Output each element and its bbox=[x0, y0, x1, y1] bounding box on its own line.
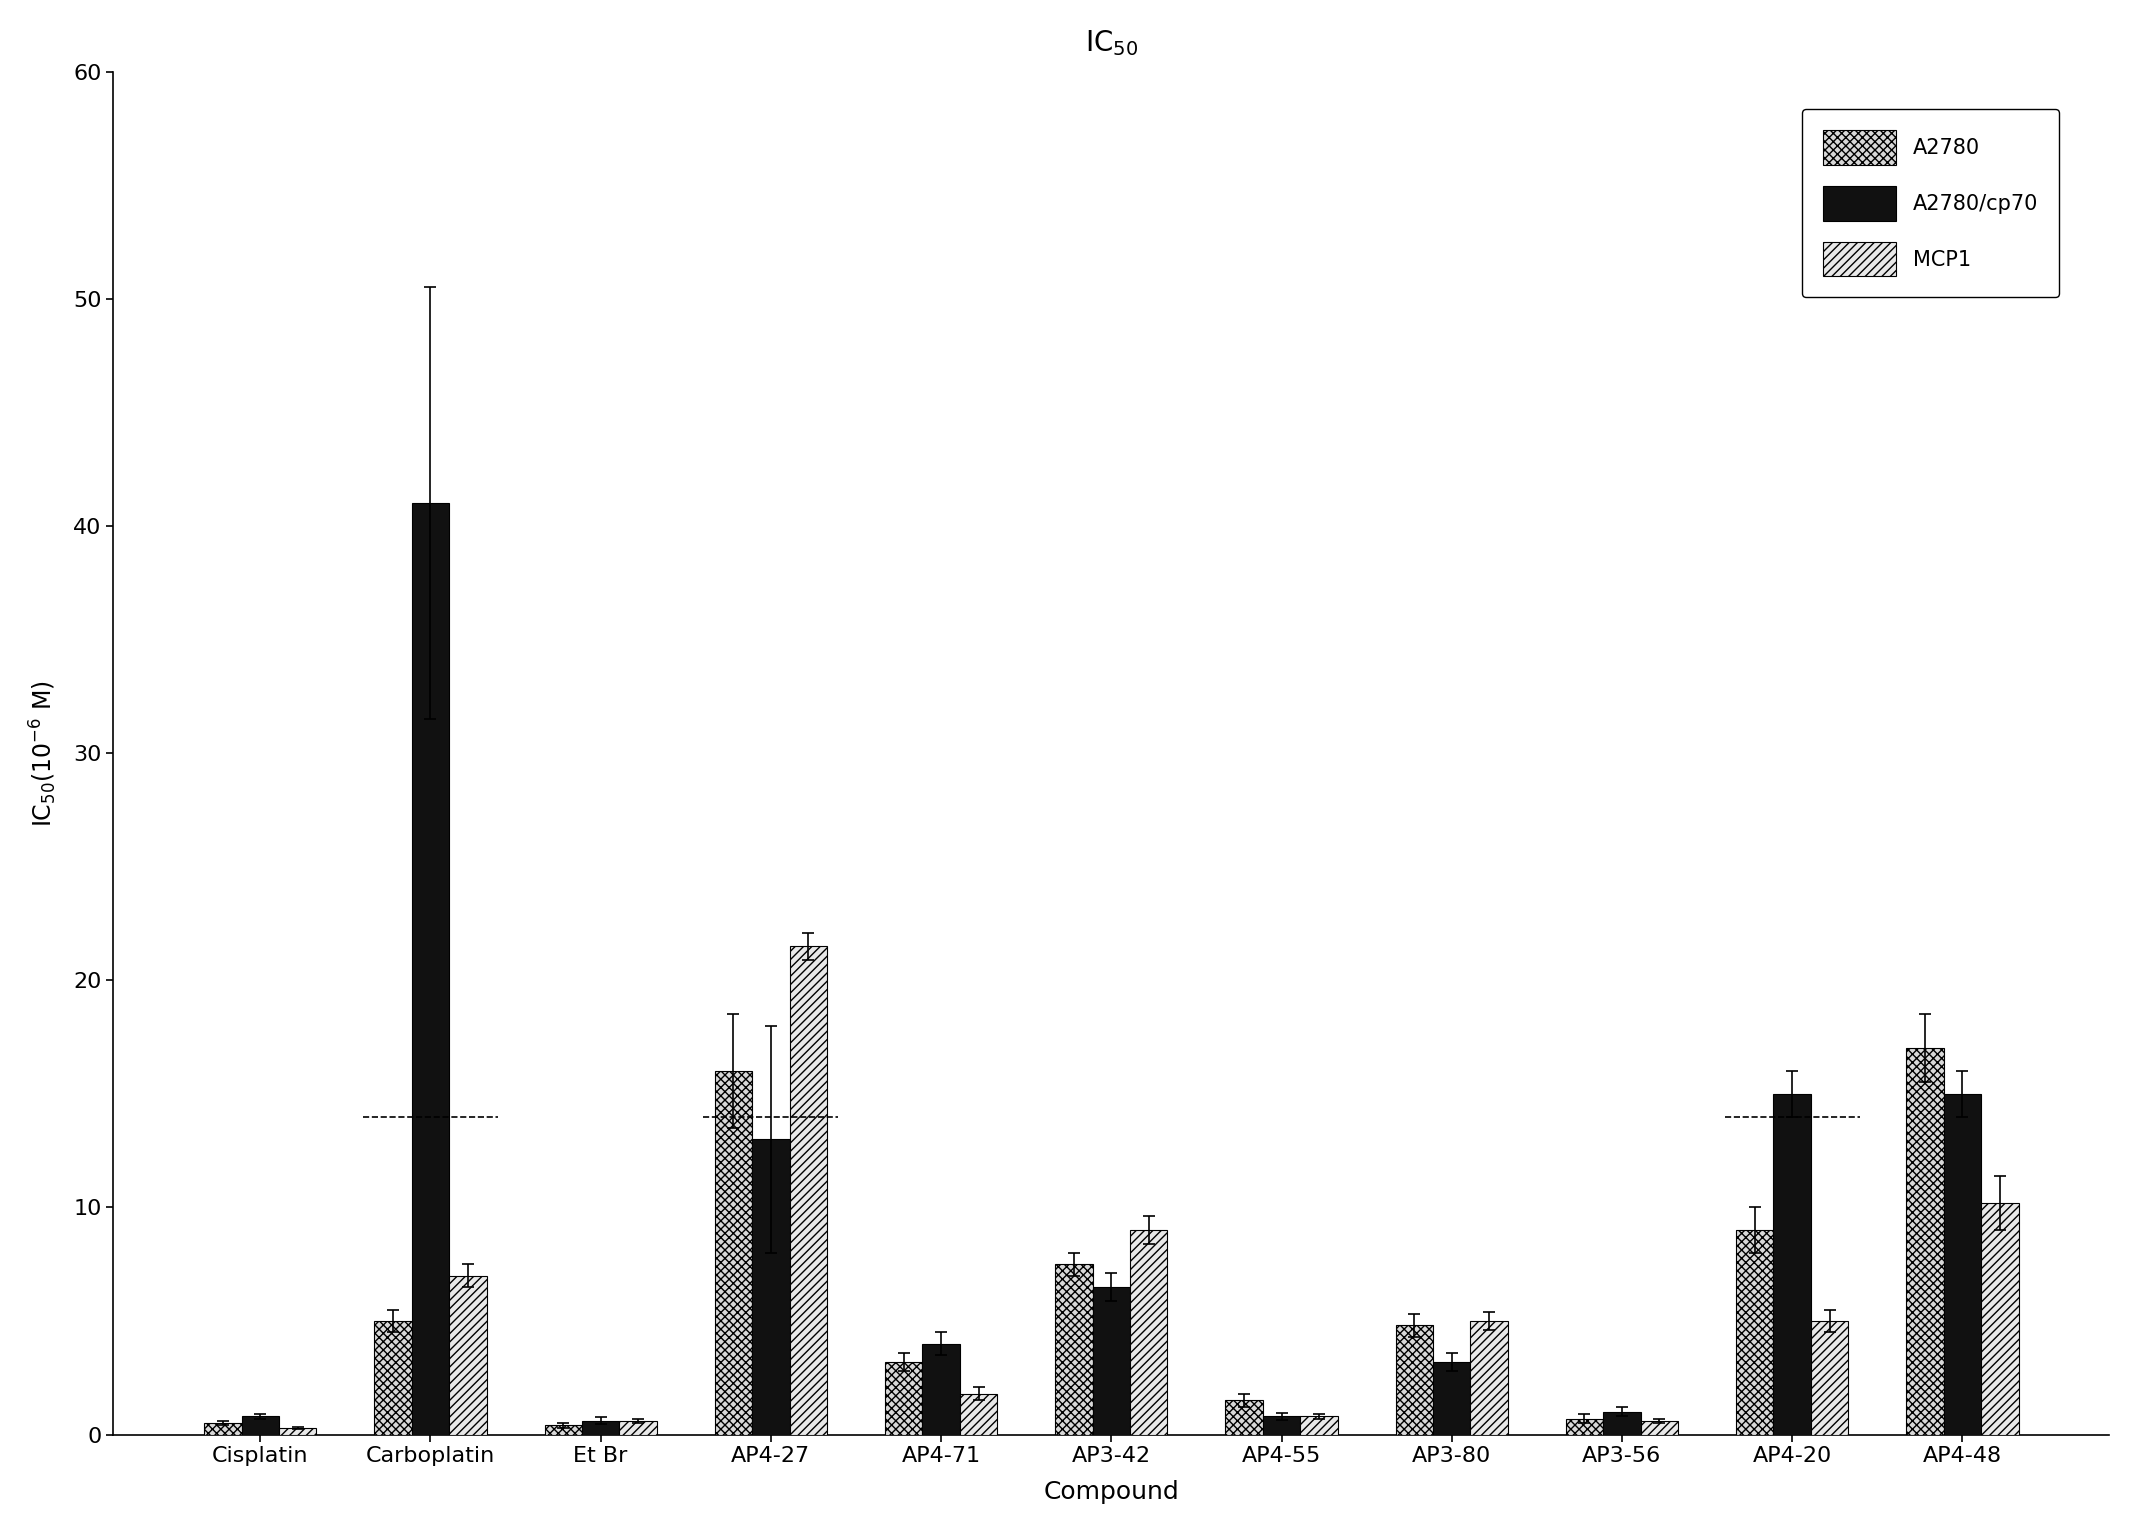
Bar bbox=[885, 1362, 923, 1434]
Bar bbox=[1906, 1048, 1945, 1434]
Bar bbox=[714, 1071, 752, 1434]
Bar bbox=[1641, 1420, 1678, 1434]
Bar bbox=[205, 1423, 241, 1434]
Bar bbox=[1299, 1417, 1338, 1434]
Bar bbox=[581, 1420, 620, 1434]
Bar bbox=[1434, 1362, 1470, 1434]
Bar bbox=[1470, 1321, 1509, 1434]
Bar bbox=[1810, 1321, 1849, 1434]
Bar bbox=[280, 1428, 316, 1434]
Bar bbox=[923, 1344, 960, 1434]
Bar bbox=[1774, 1094, 1810, 1434]
Title: IC$_{50}$: IC$_{50}$ bbox=[1086, 28, 1137, 58]
Bar bbox=[1395, 1325, 1434, 1434]
Bar bbox=[1945, 1094, 1981, 1434]
Bar bbox=[1981, 1203, 2019, 1434]
Bar bbox=[752, 1140, 789, 1434]
Bar bbox=[1603, 1413, 1641, 1434]
X-axis label: Compound: Compound bbox=[1043, 1480, 1180, 1504]
Bar bbox=[1566, 1419, 1603, 1434]
Bar bbox=[374, 1321, 412, 1434]
Y-axis label: IC$_{50}$(10$^{-6}$ M): IC$_{50}$(10$^{-6}$ M) bbox=[28, 680, 60, 827]
Bar bbox=[449, 1276, 487, 1434]
Bar bbox=[545, 1425, 581, 1434]
Bar bbox=[1092, 1287, 1130, 1434]
Bar bbox=[1735, 1230, 1774, 1434]
Legend: A2780, A2780/cp70, MCP1: A2780, A2780/cp70, MCP1 bbox=[1801, 109, 2058, 297]
Bar bbox=[1130, 1230, 1167, 1434]
Bar bbox=[960, 1394, 998, 1434]
Bar bbox=[1225, 1400, 1263, 1434]
Bar bbox=[412, 502, 449, 1434]
Bar bbox=[241, 1417, 280, 1434]
Bar bbox=[1056, 1264, 1092, 1434]
Bar bbox=[620, 1420, 656, 1434]
Bar bbox=[789, 947, 827, 1434]
Bar bbox=[1263, 1417, 1299, 1434]
